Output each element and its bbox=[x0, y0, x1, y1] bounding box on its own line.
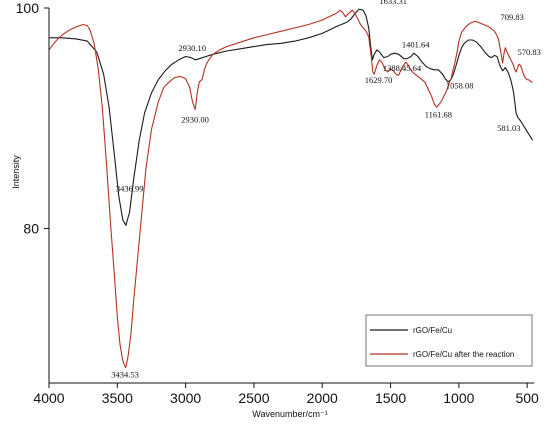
peak-label: 3436.99 bbox=[116, 183, 144, 193]
peak-label: 1058.08 bbox=[446, 81, 474, 91]
x-ticks: 4000 3500 3000 2500 2000 1500 1000 500 bbox=[33, 383, 539, 406]
peak-label: 570.83 bbox=[518, 47, 541, 57]
peak-label: 1633.31 bbox=[379, 0, 407, 6]
x-tick-label: 500 bbox=[515, 390, 539, 406]
x-tick-label: 1500 bbox=[375, 390, 406, 406]
y-tick-label: 100 bbox=[16, 0, 40, 16]
legend-label-rgo-fe-cu: rGO/Fe/Cu bbox=[413, 326, 452, 335]
legend-label-rgo-fe-cu-after-reaction: rGO/Fe/Cu after the reaction bbox=[413, 350, 514, 359]
peak-label: 1629.70 bbox=[365, 75, 393, 85]
legend-box bbox=[365, 314, 533, 367]
peak-annotations: 1633.31 2930.10 1401.64 709.83 570.83 1629.70… bbox=[111, 0, 541, 380]
peak-label: 709.83 bbox=[501, 12, 524, 22]
peak-label: 1388.45.64 bbox=[383, 63, 422, 73]
x-tick-label: 1000 bbox=[443, 390, 474, 406]
peak-label: 3434.53 bbox=[111, 370, 139, 380]
x-tick-label: 4000 bbox=[33, 390, 64, 406]
legend: rGO/Fe/Cu rGO/Fe/Cu after the reaction bbox=[365, 314, 533, 367]
series-layer bbox=[48, 8, 534, 369]
x-tick-label: 3000 bbox=[170, 390, 201, 406]
peak-label: 581.03 bbox=[497, 123, 520, 133]
x-tick-label: 2000 bbox=[307, 390, 338, 406]
series-line-0 bbox=[49, 8, 534, 226]
peak-label: 2930.00 bbox=[181, 115, 209, 125]
y-ticks: 100 80 bbox=[16, 0, 49, 237]
x-tick-label: 2500 bbox=[238, 390, 269, 406]
series-line-1 bbox=[48, 9, 533, 369]
peak-label: 1401.64 bbox=[402, 40, 430, 50]
peak-label: 1161.68 bbox=[425, 109, 452, 119]
y-tick-label: 80 bbox=[23, 221, 39, 237]
x-axis-label: Wavenumber/cm⁻¹ bbox=[252, 409, 327, 419]
peak-label: 2930.10 bbox=[178, 43, 206, 53]
y-axis-label: Intensity bbox=[11, 155, 21, 189]
x-tick-label: 3500 bbox=[102, 390, 133, 406]
